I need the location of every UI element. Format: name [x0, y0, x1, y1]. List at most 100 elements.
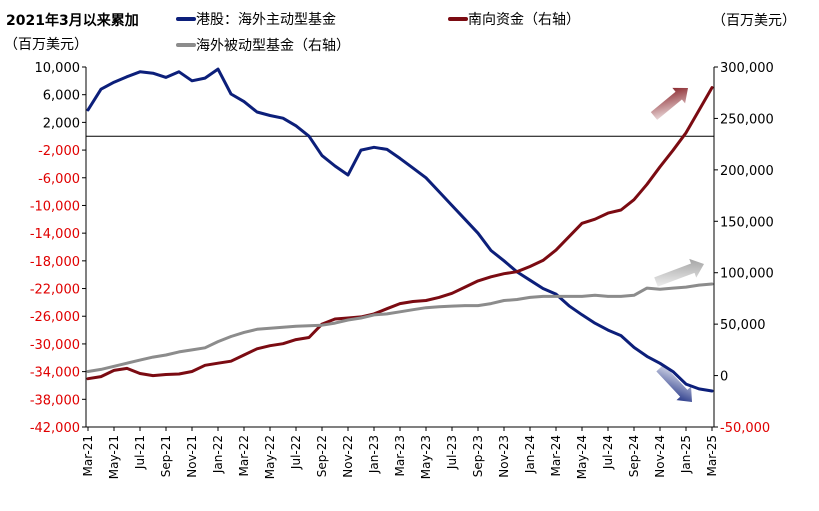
legend-label: 港股：海外主动型基金: [196, 11, 336, 28]
data-point: [658, 165, 662, 168]
data-point: [294, 325, 298, 328]
data-point: [476, 279, 480, 283]
x-tick-label: Jul-23: [445, 435, 459, 470]
data-point: [190, 370, 194, 373]
x-tick-label: May-22: [263, 435, 277, 479]
data-point: [99, 368, 103, 371]
data-point: [333, 317, 337, 321]
data-point: [86, 108, 90, 112]
data-point: [268, 344, 272, 347]
data-point: [190, 348, 194, 352]
data-point: [125, 75, 129, 78]
data-point: [346, 173, 350, 177]
left-tick-label: 6,000: [43, 89, 80, 104]
data-point: [307, 324, 311, 327]
data-point: [99, 375, 103, 378]
x-tick-label: Nov-23: [497, 435, 511, 478]
series-line: [86, 282, 714, 373]
data-point: [151, 72, 155, 75]
x-tick-label: Sep-24: [627, 435, 641, 477]
left-tick-label: -18,000: [30, 255, 80, 270]
data-point: [125, 362, 129, 365]
data-point: [333, 321, 337, 325]
data-point: [268, 327, 272, 330]
data-point: [450, 204, 454, 207]
data-point: [242, 100, 246, 103]
chart-title: 2021年3月以来累加: [6, 12, 139, 29]
data-point: [619, 208, 623, 212]
data-point: [294, 338, 298, 341]
left-tick-label: -22,000: [30, 283, 80, 298]
series-line: [86, 67, 714, 393]
data-point: [593, 218, 597, 221]
data-point: [489, 249, 493, 252]
x-tick-label: Nov-24: [653, 435, 667, 478]
data-point: [619, 334, 623, 337]
data-point: [502, 259, 506, 263]
data-point: [450, 304, 454, 308]
data-point: [489, 275, 493, 279]
data-point: [86, 370, 90, 373]
data-point: [424, 299, 428, 302]
legend-label: 海外被动型基金（右轴）: [196, 37, 350, 54]
data-point: [671, 149, 675, 152]
x-tick-label: Mar-25: [705, 435, 719, 476]
data-point: [398, 302, 402, 305]
right-tick-label: 0: [720, 370, 728, 385]
data-point: [684, 382, 688, 386]
data-point: [281, 117, 285, 120]
data-point: [359, 148, 363, 152]
right-tick-label: 100,000: [720, 267, 774, 282]
data-point: [658, 287, 662, 291]
trend-arrows: [650, 87, 705, 403]
data-point: [242, 331, 246, 334]
data-point: [229, 92, 233, 96]
data-point: [203, 76, 207, 80]
data-point: [229, 359, 233, 363]
data-point: [697, 387, 701, 391]
left-tick-label: -6,000: [38, 172, 80, 187]
data-point: [138, 358, 142, 362]
data-point: [164, 76, 168, 79]
data-point: [710, 282, 714, 286]
x-tick-label: May-21: [107, 435, 121, 479]
data-point: [567, 235, 571, 238]
data-point: [528, 265, 532, 268]
x-tick-label: Jan-25: [679, 435, 693, 474]
x-tick-label: May-23: [419, 435, 433, 479]
data-point: [606, 295, 610, 298]
data-point: [281, 342, 285, 345]
legend-item: 港股：海外主动型基金: [176, 11, 336, 28]
data-point: [684, 131, 688, 135]
data-point: [385, 307, 389, 310]
data-point: [645, 355, 649, 358]
x-tick-label: Mar-22: [237, 435, 251, 476]
data-point: [554, 248, 558, 252]
trend-arrow-up-gray-icon: [654, 258, 705, 287]
right-tick-label: 300,000: [720, 61, 774, 76]
data-point: [541, 287, 545, 290]
data-point: [190, 79, 194, 83]
data-point: [502, 272, 506, 275]
x-tick-label: Sep-21: [159, 435, 173, 477]
data-point: [359, 316, 363, 320]
right-tick-label: 250,000: [720, 112, 774, 127]
right-tick-label: 150,000: [720, 215, 774, 230]
data-point: [177, 372, 181, 376]
data-point: [281, 326, 285, 329]
data-point: [710, 389, 714, 393]
data-point: [411, 308, 415, 311]
data-point: [346, 318, 350, 322]
trend-arrow-down-navy-icon: [656, 364, 693, 403]
left-tick-label: -38,000: [30, 393, 80, 408]
data-point: [619, 295, 623, 298]
legend-item: 南向资金（右轴）: [448, 12, 580, 28]
x-tick-label: May-24: [575, 435, 589, 479]
data-point: [138, 372, 142, 375]
data-point: [255, 347, 259, 351]
right-tick-label: 50,000: [720, 318, 766, 333]
data-point: [593, 294, 597, 297]
x-tick-label: Jan-22: [211, 435, 225, 474]
data-point: [333, 164, 337, 168]
